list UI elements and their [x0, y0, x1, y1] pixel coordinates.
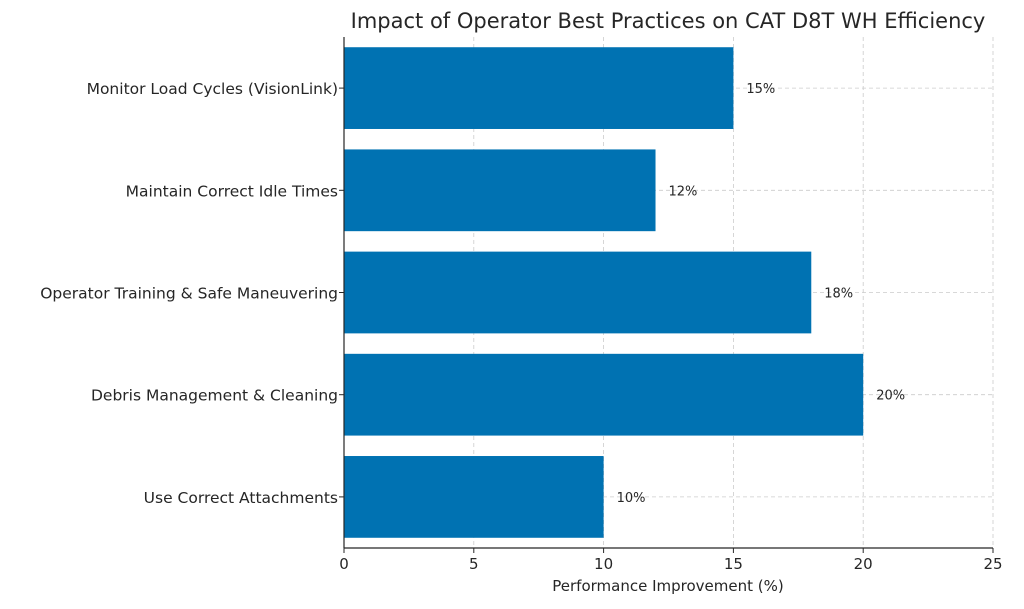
y-tick-label: Debris Management & Cleaning	[91, 387, 338, 405]
data-label: 20%	[876, 389, 905, 404]
x-tick-label: 0	[339, 555, 349, 573]
data-label: 12%	[669, 184, 698, 199]
x-tick-label: 25	[983, 555, 1002, 573]
bar	[344, 456, 604, 538]
x-axis-label: Performance Improvement (%)	[552, 577, 783, 595]
data-label: 10%	[617, 491, 646, 506]
chart-title: Impact of Operator Best Practices on CAT…	[351, 9, 986, 33]
x-tick-label: 5	[469, 555, 479, 573]
data-labels: 15% 12% 18% 20% 10%	[617, 82, 906, 506]
y-tick-label: Operator Training & Safe Maneuvering	[40, 285, 338, 303]
data-label: 18%	[824, 287, 853, 302]
y-tick-label: Monitor Load Cycles (VisionLink)	[87, 80, 338, 98]
x-tick-label: 10	[594, 555, 613, 573]
x-tick-label: 15	[724, 555, 743, 573]
bars	[344, 47, 864, 538]
bar	[344, 251, 812, 334]
bar	[344, 149, 656, 232]
y-tick-label: Maintain Correct Idle Times	[126, 182, 338, 200]
y-tick-label: Use Correct Attachments	[144, 489, 338, 507]
bar	[344, 353, 864, 436]
y-tick-labels: Monitor Load Cycles (VisionLink) Maintain…	[40, 80, 344, 507]
x-tick-labels: 0 5 10 15 20 25	[339, 548, 1003, 573]
x-tick-label: 20	[854, 555, 873, 573]
bar	[344, 47, 734, 129]
data-label: 15%	[746, 82, 775, 97]
